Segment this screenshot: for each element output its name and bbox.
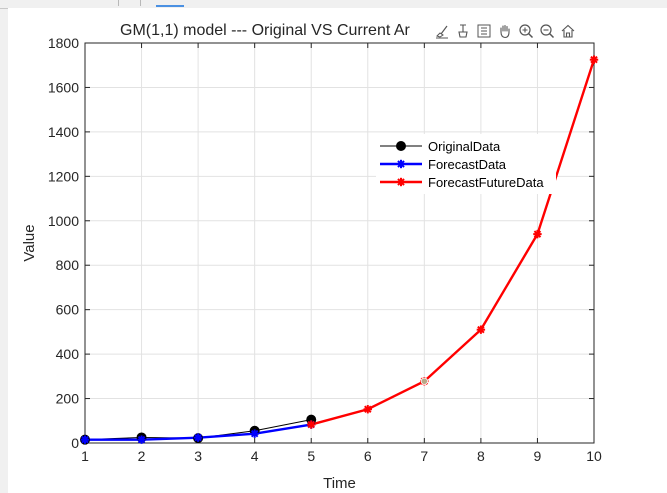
y-tick-label: 600 xyxy=(56,302,80,318)
x-tick-label: 5 xyxy=(307,448,315,464)
axes-toolbar xyxy=(432,20,578,42)
x-tick-label: 1 xyxy=(81,448,89,464)
data-point xyxy=(396,177,406,187)
y-tick-label: 1600 xyxy=(48,79,79,95)
pan-hand-icon[interactable] xyxy=(495,21,515,41)
legend-label: ForecastFutureData xyxy=(428,175,544,190)
y-tick-label: 1000 xyxy=(48,213,79,229)
x-axis-label: Time xyxy=(323,475,356,492)
data-point xyxy=(193,433,203,442)
data-point xyxy=(476,325,486,334)
data-point xyxy=(363,405,372,414)
data-point xyxy=(396,159,406,169)
home-icon[interactable] xyxy=(558,21,578,41)
x-tick-label: 8 xyxy=(477,448,485,464)
y-tick-label: 1200 xyxy=(48,168,79,184)
series-line xyxy=(310,59,596,426)
y-tick-label: 0 xyxy=(71,435,79,451)
figure-canvas: 1 2 3 4 5 6 7 8 9 10 0 200 400 600 800 1000 1200 1400 1600… xyxy=(8,8,667,493)
y-tick-label: 1400 xyxy=(48,124,79,140)
y-tick-label: 800 xyxy=(56,257,80,273)
tab-divider xyxy=(140,0,141,6)
x-tick-label: 4 xyxy=(251,448,259,464)
zoom-in-icon[interactable] xyxy=(516,21,536,41)
chart-title: GM(1,1) model --- Original VS Current Ar xyxy=(120,22,411,39)
legend-label: ForecastData xyxy=(428,157,507,172)
x-tick-label: 6 xyxy=(364,448,372,464)
x-tick-label: 10 xyxy=(586,448,602,464)
brush-icon[interactable] xyxy=(432,21,452,41)
data-tips-icon[interactable] xyxy=(453,21,473,41)
legend-label: OriginalData xyxy=(428,139,501,154)
data-point xyxy=(137,435,146,444)
annotation-point xyxy=(420,377,428,385)
x-tick-label: 2 xyxy=(138,448,146,464)
active-tab-indicator[interactable] xyxy=(156,0,184,7)
x-tick-label: 9 xyxy=(534,448,542,464)
y-axis-label: Value xyxy=(21,224,38,261)
data-point xyxy=(396,141,406,151)
zoom-out-icon[interactable] xyxy=(537,21,557,41)
data-point xyxy=(250,429,259,438)
y-tick-label: 200 xyxy=(56,391,80,407)
y-tick-label: 400 xyxy=(56,346,80,362)
tab-divider xyxy=(118,0,119,6)
axes-box xyxy=(84,42,595,444)
x-tick-label: 3 xyxy=(194,448,202,464)
data-point xyxy=(533,229,542,239)
data-point xyxy=(80,435,90,444)
data-point xyxy=(589,55,599,64)
y-tick-label: 1800 xyxy=(48,35,79,51)
plot-area xyxy=(85,43,594,443)
legend-box-icon[interactable] xyxy=(474,21,494,41)
chart: 1 2 3 4 5 6 7 8 9 10 0 200 400 600 800 1000 1200 1400 1600… xyxy=(21,22,602,492)
x-tick-label: 7 xyxy=(420,448,428,464)
data-point xyxy=(307,420,316,429)
